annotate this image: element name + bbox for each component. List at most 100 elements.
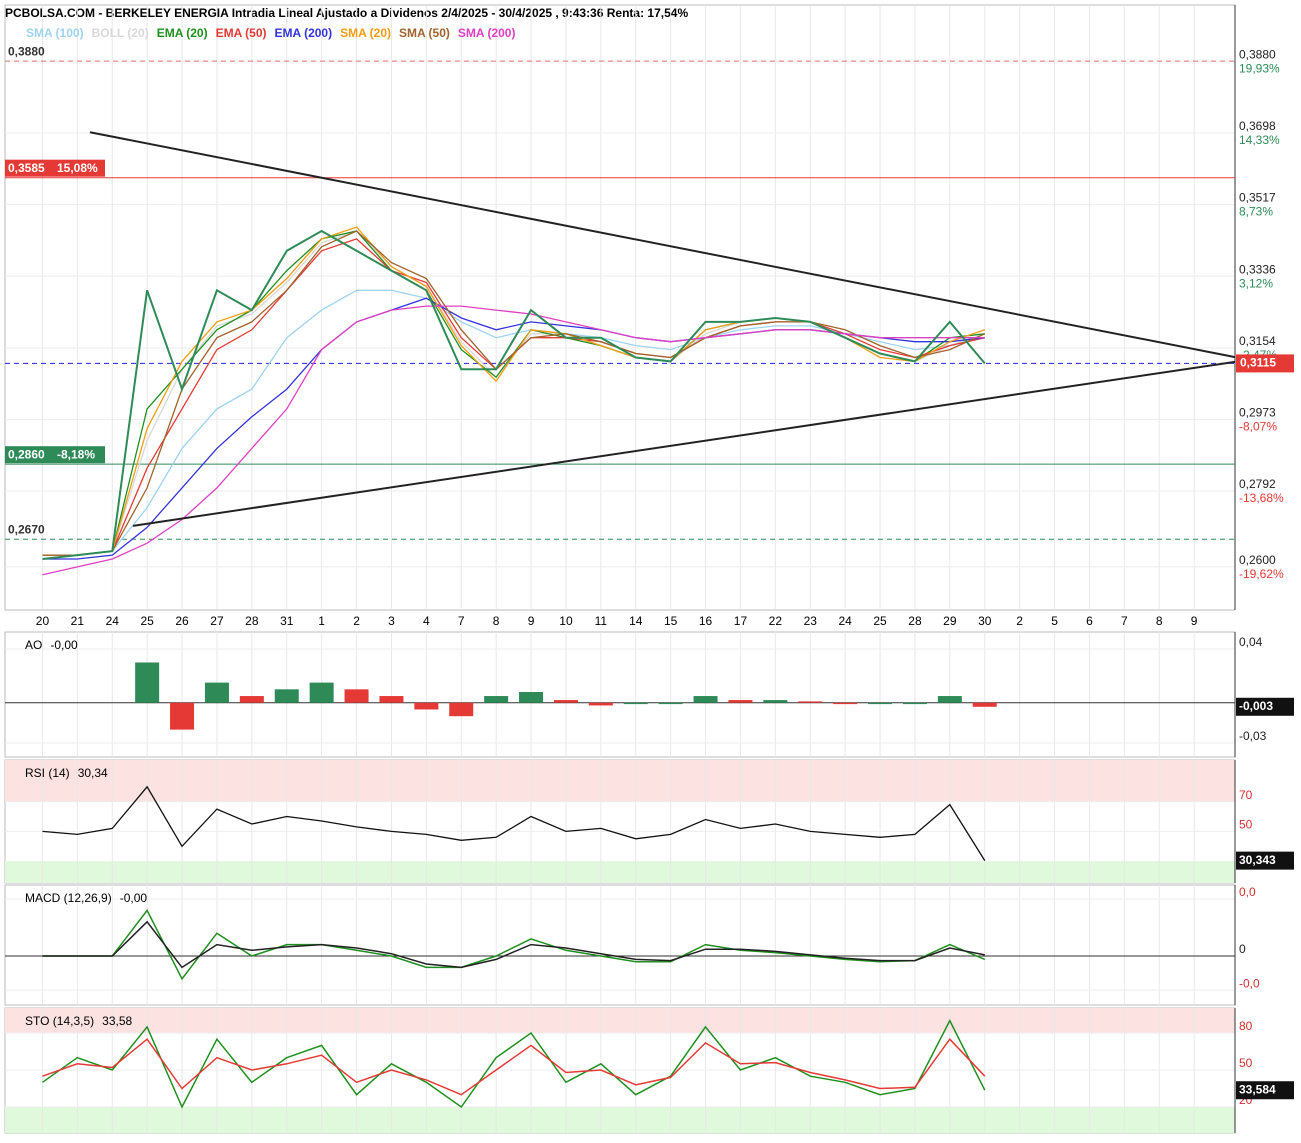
x-tick-label: 5 [1051, 614, 1058, 628]
bar [658, 702, 683, 705]
level-label: 0,2670 [8, 522, 45, 536]
y-tick-label: -0,03 [1239, 729, 1267, 743]
current-box [1236, 354, 1294, 373]
x-tick-label: 3 [388, 614, 395, 628]
price-line [42, 229, 986, 560]
bar [588, 702, 613, 706]
panel-name: MACD (12,26,9) [25, 891, 112, 905]
bar [274, 689, 299, 703]
y-tick-label: 0,3336 [1239, 262, 1276, 276]
x-tick-label: 25 [873, 614, 887, 628]
current-label: 0,3115 [1240, 356, 1276, 370]
legend-entry: EMA (50) [216, 26, 267, 40]
level-box [5, 159, 105, 177]
panel-name: STO (14,3,5) [25, 1014, 94, 1028]
x-tick-label: 20 [36, 614, 50, 628]
last-box [1236, 851, 1294, 870]
y-tick-label: 50 [1239, 818, 1253, 832]
chart-title: PCBOLSA.COM - BERKELEY ENERGIA Intradia … [5, 6, 688, 20]
x-tick-label: 29 [943, 614, 957, 628]
bar [972, 702, 997, 707]
panel-current: -0,00 [50, 638, 78, 652]
bar [553, 700, 578, 703]
oversold-zone [5, 861, 1235, 883]
last-label: 33,584 [1239, 1082, 1276, 1096]
x-tick-label: 8 [493, 614, 500, 628]
bar [763, 700, 788, 703]
bar [344, 689, 369, 703]
x-tick-label: 16 [699, 614, 713, 628]
x-tick-label: 21 [71, 614, 85, 628]
x-tick-label: 23 [804, 614, 818, 628]
last-label: -0,003 [1239, 699, 1273, 713]
x-tick-label: 8 [1156, 614, 1163, 628]
level-label: 0,3880 [8, 44, 45, 58]
last-box [1236, 697, 1294, 716]
x-tick-label: 26 [175, 614, 189, 628]
trendline [89, 131, 1236, 359]
last-box [1236, 1081, 1294, 1100]
panel-name: RSI (14) [25, 766, 70, 780]
y-tick-label: 0,3517 [1239, 191, 1276, 205]
x-tick-label: 30 [978, 614, 992, 628]
bar [170, 702, 195, 730]
bar [833, 702, 858, 705]
bar [519, 692, 544, 703]
overbought-zone [5, 760, 1235, 802]
y-tick-label: 0,3880 [1239, 47, 1276, 61]
x-tick-label: 24 [106, 614, 120, 628]
legend-entry: SMA (50) [399, 26, 450, 40]
x-tick-label: 24 [838, 614, 852, 628]
bar [868, 702, 893, 705]
y-tick-label: 70 [1239, 788, 1253, 802]
x-tick-label: 9 [528, 614, 535, 628]
y-tick-pct: 3,12% [1239, 276, 1273, 290]
y-tick-pct: -13,68% [1239, 491, 1284, 505]
level-label: 0,3585 [8, 161, 45, 175]
y-tick-label: -0,0 [1239, 976, 1260, 990]
y-tick-label: 0,0 [1239, 885, 1256, 899]
y-tick-label: 0,2792 [1239, 477, 1276, 491]
macd-line [42, 920, 985, 969]
bar [623, 702, 648, 705]
x-tick-label: 31 [280, 614, 294, 628]
y-tick-pct: 14,33% [1239, 133, 1280, 147]
bar [449, 702, 474, 717]
rsi-line [42, 785, 986, 861]
legend-entry: EMA (200) [275, 26, 333, 40]
y-tick-pct: 19,93% [1239, 61, 1280, 75]
bar [484, 696, 509, 703]
y-tick-label: 0,2973 [1239, 406, 1276, 420]
panel-name: AO [25, 638, 42, 652]
x-tick-label: 25 [140, 614, 154, 628]
oversold-zone [5, 1106, 1235, 1133]
bar [693, 696, 718, 703]
bar [379, 696, 404, 703]
legend-entry: SMA (100) [26, 26, 84, 40]
x-tick-label: 6 [1086, 614, 1093, 628]
y-tick-label: 0 [1239, 942, 1246, 956]
bar [239, 696, 264, 703]
x-tick-label: 10 [559, 614, 573, 628]
x-tick-label: 7 [458, 614, 465, 628]
legend-entry: SMA (20) [340, 26, 391, 40]
y-tick-label: 80 [1239, 1019, 1253, 1033]
x-tick-label: 27 [210, 614, 224, 628]
y-tick-label: 0,04 [1239, 635, 1263, 649]
legend-entry: EMA (20) [157, 26, 208, 40]
level-pct: -8,18% [57, 447, 95, 461]
level-label: 0,2860 [8, 447, 45, 461]
bar [902, 702, 927, 705]
bar [937, 696, 962, 703]
y-tick-label: 0,3698 [1239, 119, 1276, 133]
y-tick-pct: -19,62% [1239, 567, 1284, 581]
x-tick-label: 1 [318, 614, 325, 628]
indicator-line [42, 305, 985, 576]
bar [414, 702, 439, 710]
x-tick-label: 2 [353, 614, 360, 628]
y-tick-pct: 8,73% [1239, 205, 1273, 219]
x-tick-label: 17 [734, 614, 748, 628]
indicator-line [42, 230, 986, 556]
y-tick-label: 0,2600 [1239, 553, 1276, 567]
